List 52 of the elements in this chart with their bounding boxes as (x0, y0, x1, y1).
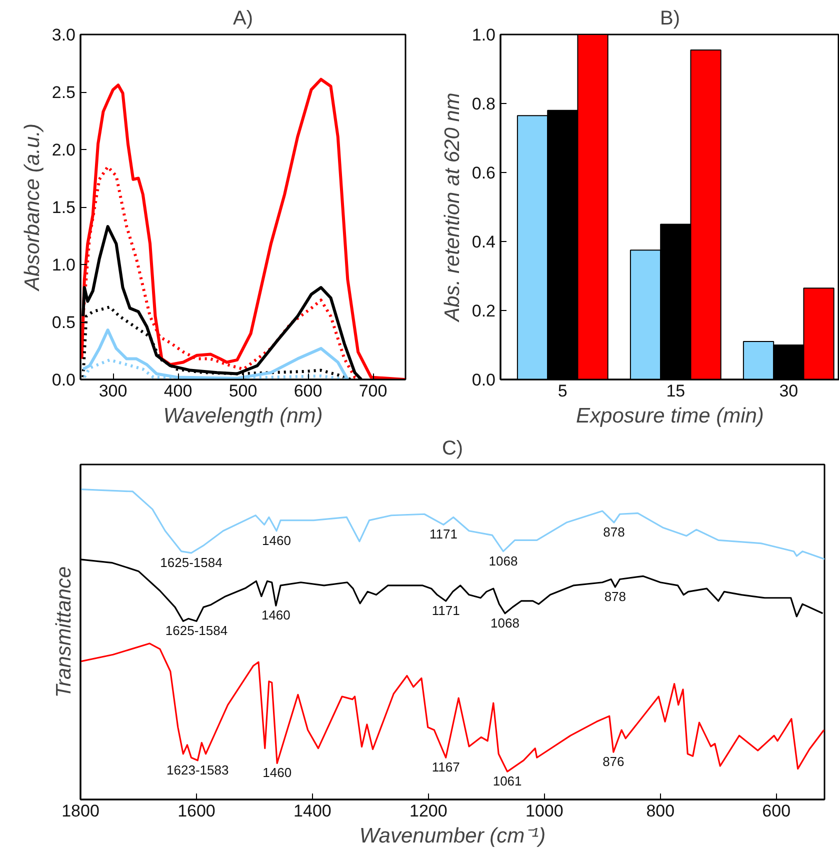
x-tick-label: 1400 (294, 802, 332, 820)
x-tick-label: 300 (98, 382, 128, 400)
x-tick-label: 1200 (410, 802, 448, 820)
x-axis-title: Wavenumber (cm⁻¹) (359, 824, 546, 848)
x-tick-label: 15 (666, 382, 686, 400)
y-tick-label: 0.2 (472, 302, 496, 320)
x-axis-title: Wavelength (nm) (163, 404, 323, 428)
y-tick-label: 0.6 (472, 164, 496, 182)
x-tick-label: 5 (558, 382, 568, 400)
y-tick-label: 1.5 (52, 198, 76, 217)
y-tick-label: 0.8 (472, 94, 496, 114)
x-tick-label: 1000 (526, 802, 564, 820)
y-axis-title: Abs. retention at 620 nm (440, 92, 464, 324)
x-tick-label: 500 (228, 382, 258, 400)
y-tick-label: 2.5 (52, 83, 76, 102)
annotation: 1625-1584 (165, 623, 228, 638)
y-tick-label: 3.0 (52, 26, 76, 44)
annotation: 1171 (430, 526, 458, 542)
x-axis-title: Exposure time (min) (576, 404, 764, 428)
x-tick-label: 600 (762, 802, 791, 820)
annotation: 1623-1583 (166, 762, 229, 778)
y-axis-title: Absorbance (a.u.) (20, 124, 44, 292)
annotation: 1068 (490, 615, 520, 630)
y-tick-label: 1.0 (52, 256, 76, 274)
annotation: 1460 (262, 532, 291, 548)
chart-title: A) (233, 8, 253, 30)
y-tick-label: 0.0 (52, 370, 76, 390)
annotation: 1061 (492, 774, 522, 789)
y-tick-label: 1.0 (472, 26, 496, 44)
x-tick-label: 1800 (62, 802, 100, 820)
y-tick-label: 0.4 (472, 232, 496, 252)
x-tick-label: 1600 (178, 802, 216, 820)
x-tick-label: 400 (164, 382, 192, 400)
annotation: 1167 (432, 760, 460, 775)
annotation: 876 (602, 754, 624, 770)
annotation: 1460 (262, 765, 292, 780)
annotation: 878 (604, 589, 626, 604)
chart-title: B) (660, 8, 680, 30)
x-tick-label: 700 (358, 382, 388, 400)
annotation: 1625-1584 (160, 554, 222, 570)
y-tick-label: 0.5 (52, 313, 76, 332)
annotation: 1068 (488, 553, 518, 568)
annotation: 1171 (432, 602, 460, 618)
y-tick-label: 2.0 (52, 140, 76, 160)
x-tick-label: 800 (646, 802, 675, 820)
annotation: 878 (603, 524, 625, 540)
y-axis-title: Transmittance (52, 566, 76, 698)
y-tick-label: 0.0 (472, 370, 496, 390)
x-tick-label: 30 (779, 382, 798, 400)
x-tick-label: 600 (294, 382, 322, 400)
chart-title: C) (442, 438, 464, 460)
annotation: 1460 (261, 608, 290, 623)
